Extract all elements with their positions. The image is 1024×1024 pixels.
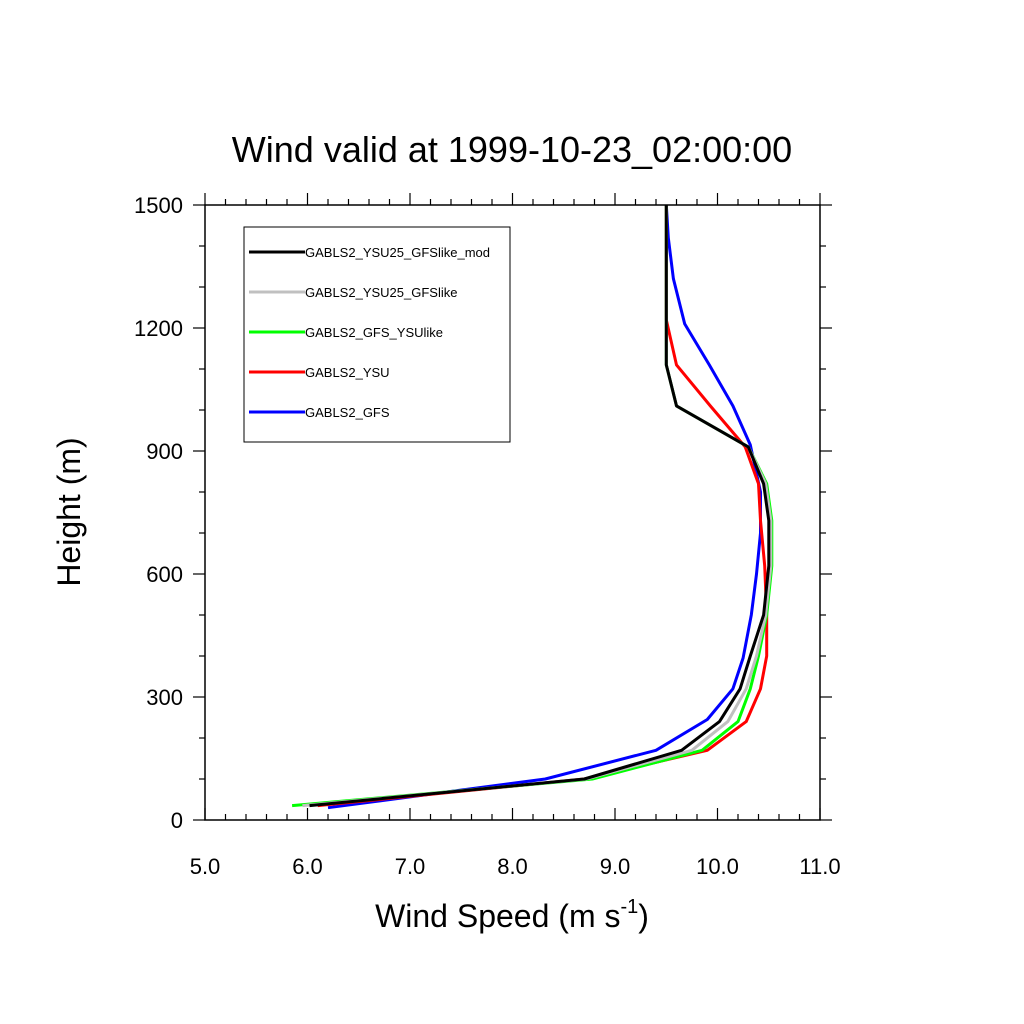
series-line-GABLS2_YSU [317,205,769,808]
x-tick-label: 6.0 [292,854,323,879]
y-tick-label: 600 [146,562,183,587]
legend-label: GABLS2_YSU [305,365,390,380]
y-tick-label: 1200 [134,316,183,341]
y-tick-label: 900 [146,439,183,464]
y-tick-label: 1500 [134,193,183,218]
x-tick-label: 5.0 [190,854,221,879]
y-tick-label: 300 [146,685,183,710]
x-axis-label-superscript: -1 [620,896,638,918]
x-tick-label: 10.0 [696,854,739,879]
y-axis-label: Height (m) [51,437,87,586]
legend-label: GABLS2_GFS_YSUlike [305,325,443,340]
x-tick-label: 8.0 [497,854,528,879]
y-tick-label: 0 [171,808,183,833]
legend-label: GABLS2_YSU25_GFSlike_mod [305,245,490,260]
legend-items: GABLS2_YSU25_GFSlike_mod GABLS2_YSU25_GFS… [249,245,490,420]
legend-box [243,226,511,443]
legend: GABLS2_YSU25_GFSlike_mod GABLS2_YSU25_GFS… [243,226,511,443]
series-line-GABLS2_YSU25_GFSlike_mod [309,205,771,808]
tick-labels: 5.0 6.0 7.0 8.0 9.0 10.0 11.0 0 300 600 900 1200 150… [134,193,841,879]
x-axis-label-main: Wind Speed (m s [375,898,620,934]
axis-ticks [193,193,832,821]
x-tick-label: 11.0 [799,854,840,879]
legend-label: GABLS2_YSU25_GFSlike [305,285,457,300]
x-tick-label: 9.0 [600,854,631,879]
legend-label: GABLS2_GFS [305,405,390,420]
chart-title: Wind valid at 1999-10-23_02:00:00 [232,129,792,170]
x-axis-label-end: ) [638,898,649,934]
x-tick-label: 7.0 [395,854,426,879]
plot-lines [291,204,774,810]
x-axis-label: Wind Speed (m s-1) [375,896,649,934]
